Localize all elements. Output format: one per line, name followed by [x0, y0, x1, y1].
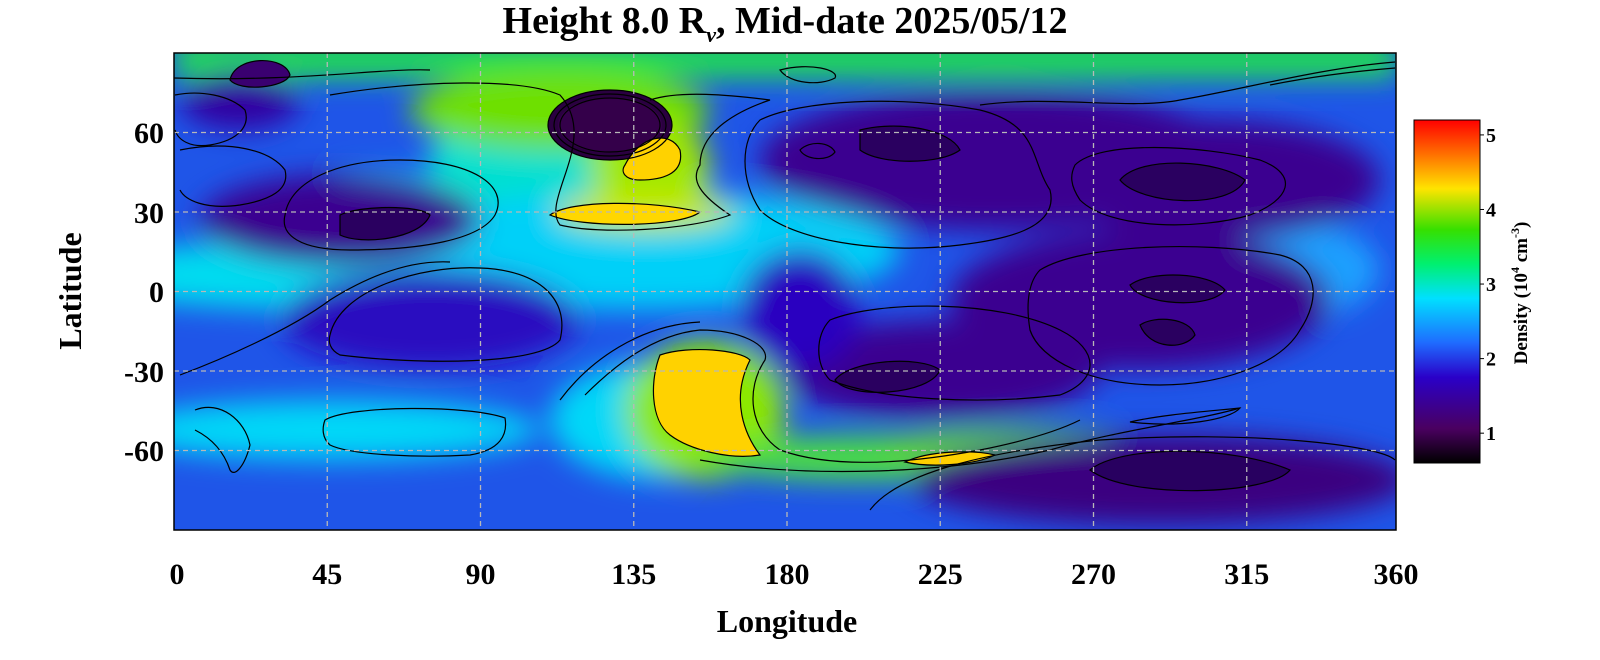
title-rest: , Mid-date 2025/05/12	[716, 0, 1067, 42]
y-axis: 60 30 0 -30 -60 Latitude	[52, 117, 164, 468]
x-tick-label: 360	[1374, 558, 1419, 591]
x-tick-label: 225	[918, 558, 963, 591]
colorbar-label: Density (104 cm-3)	[1508, 222, 1532, 365]
contours	[174, 60, 1396, 511]
title-main: Height 8.0 R	[503, 0, 707, 42]
colorbar-tick-label: 4	[1486, 199, 1496, 221]
x-tick-label: 270	[1071, 558, 1116, 591]
y-axis-label: Latitude	[52, 232, 88, 349]
y-tick-label: 0	[149, 276, 164, 309]
x-tick-label: 90	[466, 558, 496, 591]
x-axis: 0 45 90 135 180 225 270 315 360 Longitud…	[170, 558, 1419, 639]
chart-title: Height 8.0 Rν, Mid-date 2025/05/12	[503, 0, 1068, 47]
colorbar-label-end: )	[1511, 222, 1532, 228]
grid	[174, 53, 1396, 530]
colorbar-label-exp1: 4	[1508, 267, 1522, 273]
colorbar-frame	[1413, 119, 1481, 464]
x-tick-label: 135	[611, 558, 656, 591]
y-tick-label: 60	[134, 117, 164, 150]
x-axis-label: Longitude	[717, 603, 857, 639]
x-tick-label: 0	[170, 558, 185, 591]
colorbar-label-main: Density (10	[1511, 273, 1532, 364]
x-tick-label: 315	[1224, 558, 1269, 591]
colorbar-ticks: 1 2 3 4 5	[1480, 125, 1496, 445]
x-tick-label: 180	[765, 558, 810, 591]
y-tick-label: 30	[134, 197, 164, 230]
colorbar-tick-label: 5	[1486, 125, 1496, 147]
colorbar-tick-label: 3	[1486, 274, 1496, 296]
y-tick-label: -60	[124, 435, 164, 468]
x-tick-label: 45	[312, 558, 342, 591]
colorbar-label-mid: cm	[1511, 238, 1532, 267]
colorbar-tick-label: 1	[1486, 423, 1496, 445]
title-subscript: ν	[706, 22, 716, 47]
colorbar-tick-label: 2	[1486, 349, 1496, 371]
y-tick-label: -30	[124, 356, 164, 389]
colorbar-label-exp2: -3	[1508, 228, 1522, 238]
heatmap	[174, 53, 1396, 530]
colorbar-gradient	[1414, 120, 1480, 463]
plot-frame	[173, 52, 1397, 531]
density-cores	[230, 60, 1290, 491]
